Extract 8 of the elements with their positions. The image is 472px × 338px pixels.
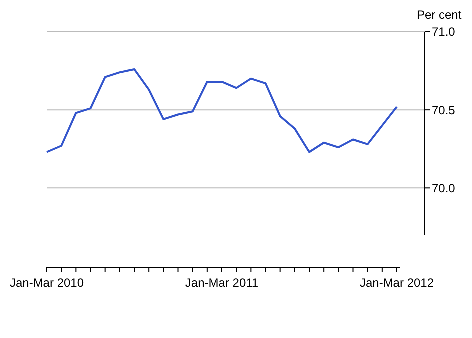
y-tick-label: 71.0 — [432, 25, 456, 40]
x-tick-label: Jan-Mar 2010 — [10, 276, 84, 290]
x-tick-label: Jan-Mar 2012 — [360, 276, 434, 290]
x-tick-label: Jan-Mar 2011 — [185, 276, 259, 290]
line-series — [46, 68, 398, 154]
y-axis-title: Per cent — [417, 8, 462, 22]
y-tick-label: 70.0 — [432, 181, 456, 196]
y-tick-label: 70.5 — [432, 103, 456, 118]
